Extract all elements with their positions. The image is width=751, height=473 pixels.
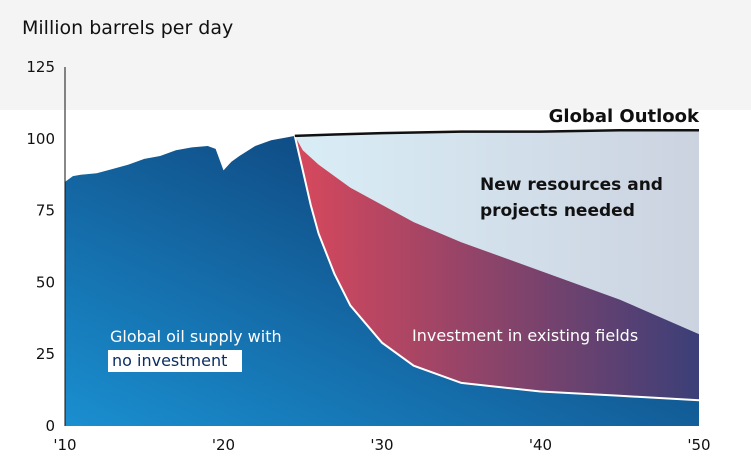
area-investment-existing-fields xyxy=(294,135,699,401)
y-tick-label: 50 xyxy=(36,273,55,291)
decline-curve-line xyxy=(293,135,700,402)
y-tick-label: 100 xyxy=(26,130,55,148)
y-tick-label: 125 xyxy=(26,58,55,76)
y-tick-label: 75 xyxy=(36,202,55,220)
header-band xyxy=(0,0,751,110)
label-no-investment-line2: no investment xyxy=(112,351,227,370)
y-axis-title: Million barrels per day xyxy=(22,17,233,39)
y-tick-label: 0 xyxy=(45,417,55,435)
area-new-resources xyxy=(294,130,699,335)
x-tick-label: '30 xyxy=(370,436,393,454)
label-investment-existing-fields: Investment in existing fields xyxy=(412,326,638,345)
x-tick-label: '10 xyxy=(53,436,76,454)
x-tick-label: '40 xyxy=(529,436,552,454)
no-investment-highlight xyxy=(108,350,242,372)
label-global-outlook: Global Outlook xyxy=(549,106,700,127)
line-global-outlook xyxy=(294,128,699,138)
y-tick-label: 25 xyxy=(36,345,55,363)
label-new-resources-line1: New resources and xyxy=(480,175,663,195)
x-tick-label: '20 xyxy=(212,436,235,454)
label-new-resources-line2: projects needed xyxy=(480,201,635,221)
label-no-investment-line1: Global oil supply with xyxy=(110,327,282,346)
x-tick-label: '50 xyxy=(687,436,710,454)
